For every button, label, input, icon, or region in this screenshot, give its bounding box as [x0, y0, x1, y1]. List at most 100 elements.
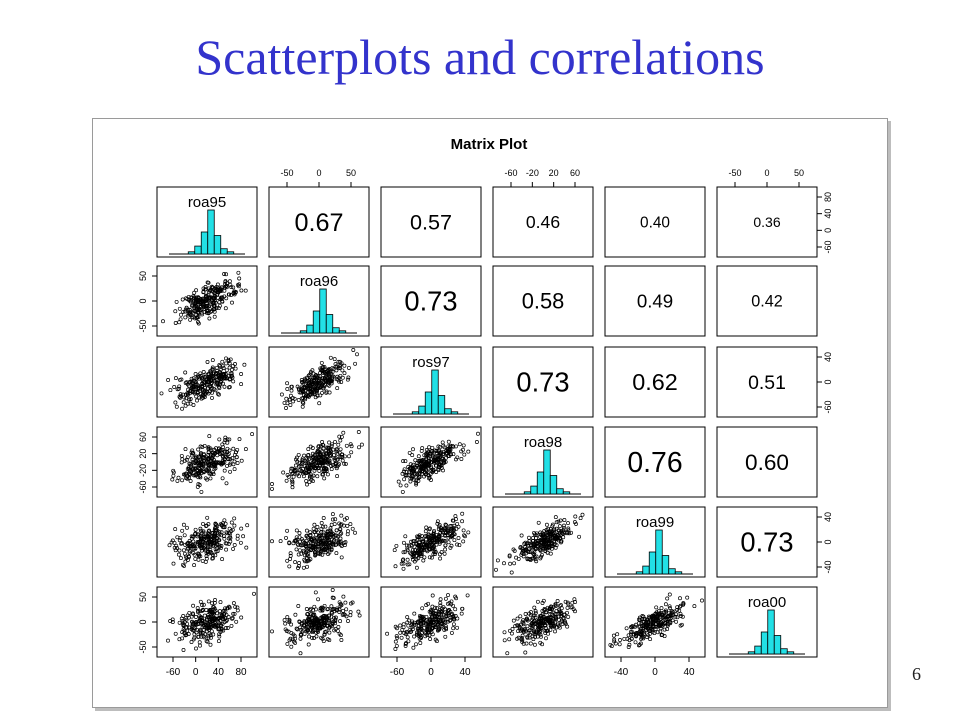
scatter-point: [563, 621, 567, 625]
scatter-point: [340, 454, 345, 459]
scatter-point: [327, 547, 332, 552]
tick-label: 0: [138, 619, 148, 624]
scatter-point: [191, 637, 196, 642]
scatter-point: [341, 430, 346, 435]
scatter-point: [345, 377, 350, 382]
scatter-point: [338, 619, 343, 624]
scatter-point: [296, 398, 301, 402]
scatter-point: [663, 614, 668, 619]
scatter-point: [298, 651, 303, 656]
scatter-point: [631, 632, 636, 637]
scatter-point: [206, 445, 211, 450]
scatter-point: [197, 543, 202, 548]
scatter-point: [409, 551, 414, 556]
scatter-point: [446, 619, 450, 624]
scatter-point: [437, 465, 442, 470]
scatter-point: [338, 365, 342, 370]
scatter-point: [316, 450, 321, 455]
scatter-point: [183, 315, 188, 320]
scatter-point: [435, 628, 440, 633]
scatter-point: [658, 629, 663, 634]
scatter-point: [305, 482, 309, 487]
scatter-point: [533, 557, 538, 562]
scatter-point: [415, 632, 420, 637]
scatter-point: [349, 444, 354, 449]
scatter-point: [432, 528, 437, 533]
scatter-point: [174, 299, 179, 304]
panel-r5-c1: [268, 586, 370, 658]
panel-r0-c0: roa95: [156, 186, 258, 258]
histogram-bar: [642, 565, 650, 575]
scatter-point: [231, 546, 236, 551]
correlation-value: 0.73: [516, 367, 569, 398]
scatter-point: [444, 451, 448, 456]
scatter-point: [213, 466, 218, 471]
scatter-point: [446, 540, 451, 545]
scatter-point: [394, 543, 399, 548]
scatter-point: [176, 552, 181, 557]
scatter-point: [233, 604, 238, 609]
scatter-point: [199, 621, 204, 626]
scatter-point: [511, 547, 516, 552]
scatter-point: [653, 621, 658, 626]
scatter-point: [651, 618, 656, 623]
scatter-point: [186, 311, 191, 315]
scatter-point: [213, 553, 218, 558]
scatter-point: [210, 601, 215, 606]
scatter-point: [201, 529, 206, 534]
panel-r5-c5: roa00: [716, 586, 818, 658]
scatter-point: [330, 607, 335, 612]
scatter-point: [224, 541, 229, 546]
scatter-point: [319, 624, 324, 629]
histogram-bar: [338, 330, 347, 334]
scatter-point: [421, 457, 426, 462]
scatter-point: [319, 521, 324, 525]
scatter-point: [283, 627, 288, 632]
scatter-point: [206, 456, 211, 461]
scatter-point: [637, 617, 642, 622]
scatter-point: [560, 621, 565, 626]
scatter-point: [351, 348, 356, 352]
scatter-point: [571, 607, 576, 612]
scatter-point: [179, 377, 184, 382]
scatter-point: [217, 449, 222, 454]
scatter-point: [637, 642, 642, 647]
scatter-point: [199, 542, 204, 547]
scatter-point: [513, 624, 518, 629]
scatter-point: [563, 619, 568, 624]
scatter-point: [349, 601, 353, 606]
scatter-point: [178, 392, 183, 397]
scatter-point: [671, 613, 675, 618]
scatter-point: [210, 365, 215, 370]
scatter-point: [172, 545, 177, 550]
scatter-point: [209, 284, 214, 289]
scatter-point: [304, 542, 309, 547]
scatter-point: [411, 547, 415, 552]
scatter-point: [224, 547, 229, 552]
scatter-point: [200, 603, 205, 608]
scatter-point: [233, 366, 238, 371]
scatter-point: [434, 619, 439, 624]
scatter-point: [307, 480, 312, 485]
scatter-points: [396, 431, 480, 494]
scatter-point: [196, 310, 201, 315]
scatter-point: [179, 541, 184, 546]
scatter-point: [304, 528, 309, 533]
scatter-point: [436, 458, 441, 463]
scatter-point: [536, 520, 541, 525]
scatter-point: [204, 524, 209, 528]
scatter-point: [217, 609, 222, 614]
scatter-point: [206, 599, 211, 604]
tick-label: 50: [138, 271, 148, 281]
scatter-point: [624, 626, 629, 631]
scatter-point: [640, 623, 645, 628]
scatter-point: [410, 453, 415, 458]
scatter-point: [327, 630, 332, 635]
scatter-point: [633, 624, 638, 629]
scatter-point: [215, 391, 220, 396]
scatter-point: [662, 627, 667, 632]
scatter-point: [180, 528, 185, 533]
scatter-point: [203, 285, 208, 289]
scatter-point: [293, 640, 298, 645]
scatter-point: [337, 434, 342, 439]
